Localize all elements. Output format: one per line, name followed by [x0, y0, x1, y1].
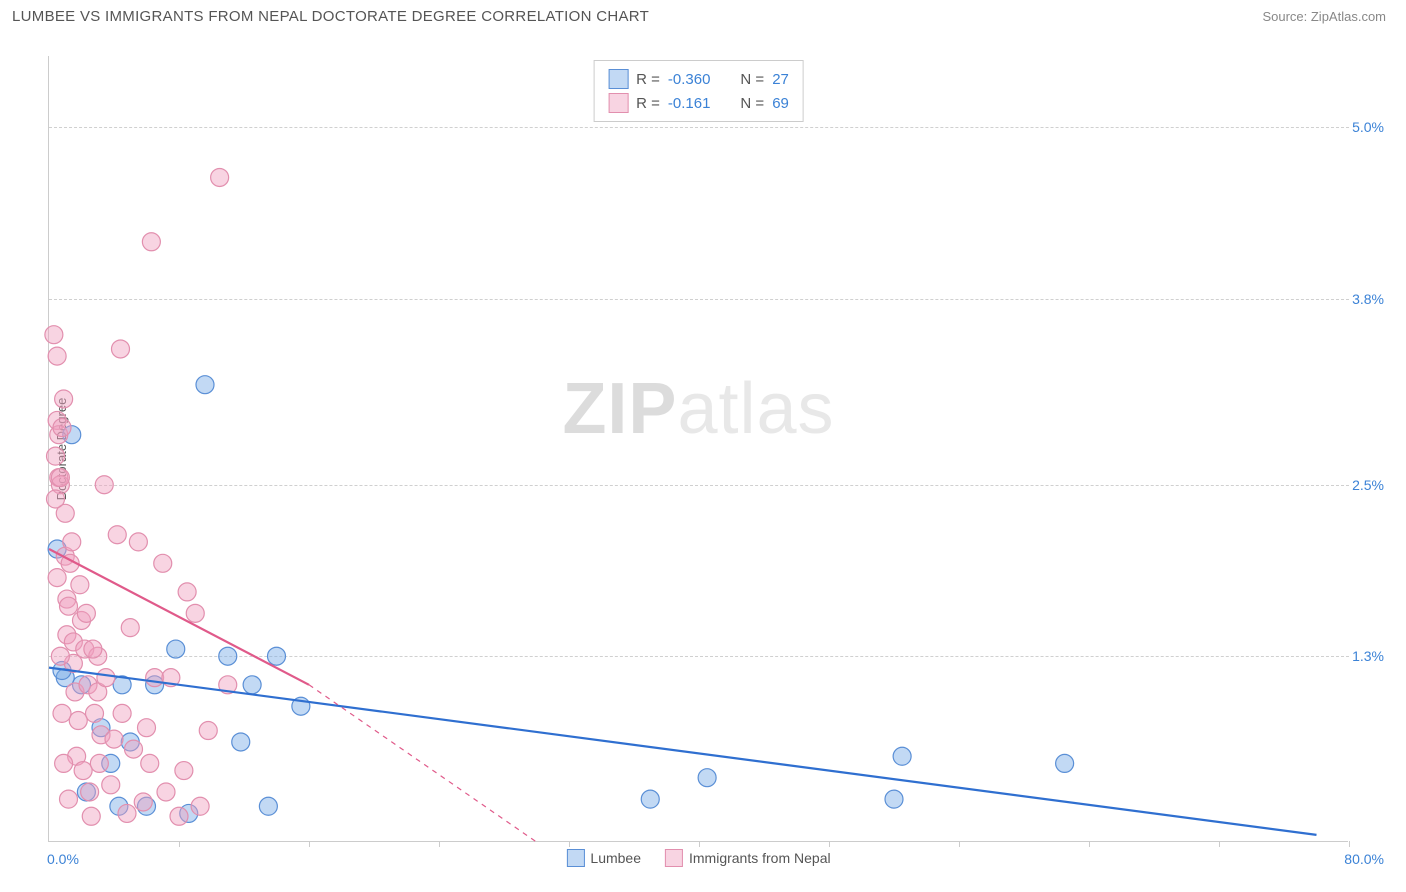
data-point	[186, 604, 204, 622]
data-point	[259, 797, 277, 815]
series-label-1: Immigrants from Nepal	[689, 850, 831, 866]
data-point	[48, 569, 66, 587]
scatter-svg	[49, 56, 1349, 842]
data-point	[157, 783, 175, 801]
data-point	[121, 619, 139, 637]
data-point	[118, 804, 136, 822]
data-point	[53, 419, 71, 437]
data-point	[95, 476, 113, 494]
series-legend-item-1: Immigrants from Nepal	[665, 849, 831, 867]
data-point	[113, 704, 131, 722]
series-swatch-1	[665, 849, 683, 867]
data-point	[51, 469, 69, 487]
data-point	[178, 583, 196, 601]
data-point	[129, 533, 147, 551]
data-point	[69, 712, 87, 730]
legend-r-prefix-1: R =	[636, 95, 660, 112]
data-point	[199, 722, 217, 740]
chart-title: LUMBEE VS IMMIGRANTS FROM NEPAL DOCTORAT…	[12, 8, 649, 25]
legend-swatch-0	[608, 69, 628, 89]
data-point	[641, 790, 659, 808]
x-label-min: 0.0%	[47, 851, 79, 867]
data-point	[125, 740, 143, 758]
data-point	[268, 647, 286, 665]
x-label-max: 80.0%	[1344, 851, 1384, 867]
legend-row-1: R = -0.161 N = 69	[608, 91, 789, 115]
legend-n-prefix-1: N =	[740, 95, 764, 112]
series-label-0: Lumbee	[590, 850, 641, 866]
data-point	[71, 576, 89, 594]
data-point	[232, 733, 250, 751]
data-point	[167, 640, 185, 658]
data-point	[51, 647, 69, 665]
data-point	[138, 719, 156, 737]
data-point	[170, 807, 188, 825]
data-point	[142, 233, 160, 251]
legend-r-value-1: -0.161	[668, 95, 711, 112]
data-point	[141, 754, 159, 772]
data-point	[86, 704, 104, 722]
series-legend-item-0: Lumbee	[566, 849, 641, 867]
y-tick-label: 2.5%	[1352, 477, 1384, 493]
data-point	[90, 754, 108, 772]
correlation-legend: R = -0.360 N = 27 R = -0.161 N = 69	[593, 60, 804, 122]
legend-swatch-1	[608, 93, 628, 113]
data-point	[55, 390, 73, 408]
data-point	[45, 326, 63, 344]
data-point	[134, 793, 152, 811]
data-point	[74, 762, 92, 780]
chart-header: LUMBEE VS IMMIGRANTS FROM NEPAL DOCTORAT…	[0, 0, 1406, 29]
chart-container: Doctorate Degree ZIPatlas R = -0.360 N =…	[48, 56, 1384, 842]
data-point	[102, 776, 120, 794]
y-tick-label: 1.3%	[1352, 648, 1384, 664]
data-point	[81, 783, 99, 801]
data-point	[84, 640, 102, 658]
data-point	[893, 747, 911, 765]
legend-n-value-0: 27	[772, 71, 789, 88]
legend-n-value-1: 69	[772, 95, 789, 112]
data-point	[1056, 754, 1074, 772]
data-point	[146, 669, 164, 687]
legend-r-prefix-0: R =	[636, 71, 660, 88]
data-point	[698, 769, 716, 787]
data-point	[175, 762, 193, 780]
data-point	[196, 376, 214, 394]
data-point	[47, 447, 65, 465]
data-point	[63, 533, 81, 551]
series-swatch-0	[566, 849, 584, 867]
data-point	[112, 340, 130, 358]
data-point	[211, 168, 229, 186]
data-point	[154, 554, 172, 572]
data-point	[55, 754, 73, 772]
data-point	[885, 790, 903, 808]
data-point	[60, 597, 78, 615]
data-point	[48, 347, 66, 365]
trend-line-dashed	[309, 685, 537, 842]
data-point	[77, 604, 95, 622]
legend-r-value-0: -0.360	[668, 71, 711, 88]
trend-lines	[49, 549, 1317, 842]
data-point	[108, 526, 126, 544]
data-point	[191, 797, 209, 815]
chart-source: Source: ZipAtlas.com	[1262, 9, 1386, 24]
data-point	[53, 704, 71, 722]
data-point	[47, 490, 65, 508]
data-point	[105, 730, 123, 748]
y-tick-label: 5.0%	[1352, 119, 1384, 135]
scatter-points	[45, 168, 1074, 825]
data-point	[60, 790, 78, 808]
legend-row-0: R = -0.360 N = 27	[608, 67, 789, 91]
legend-n-prefix-0: N =	[740, 71, 764, 88]
series-legend: Lumbee Immigrants from Nepal	[566, 849, 830, 867]
y-tick-label: 3.8%	[1352, 291, 1384, 307]
data-point	[243, 676, 261, 694]
plot-area: ZIPatlas R = -0.360 N = 27 R = -0.161	[48, 56, 1348, 842]
data-point	[82, 807, 100, 825]
data-point	[219, 647, 237, 665]
data-point	[97, 669, 115, 687]
